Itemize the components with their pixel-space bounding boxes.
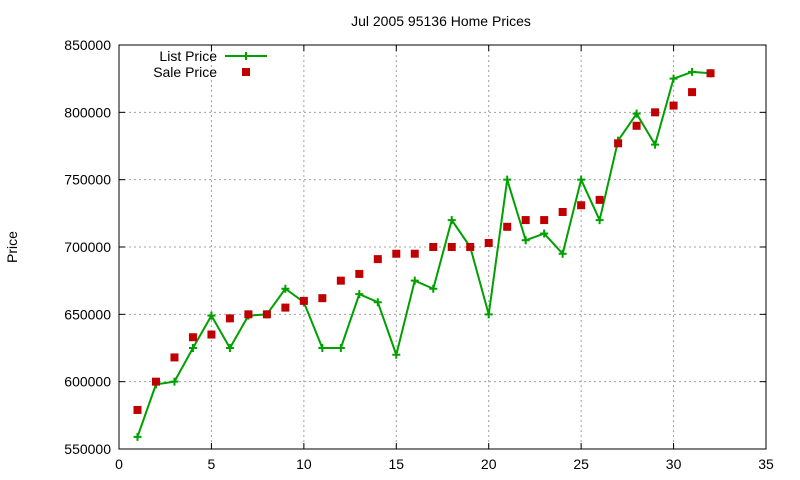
sale-price-point — [170, 353, 179, 362]
sale-price-point — [151, 377, 160, 386]
sale-price-point — [669, 101, 678, 110]
y-tick-label: 850000 — [64, 37, 111, 53]
sale-price-point — [503, 222, 512, 231]
list-price-line — [136, 70, 711, 438]
chart-title: Jul 2005 95136 Home Prices — [351, 13, 531, 29]
list-price-point — [355, 290, 364, 299]
y-tick-label: 600000 — [64, 374, 111, 390]
list-price-point — [447, 216, 456, 225]
sale-price-point — [244, 310, 253, 319]
list-price-point — [207, 311, 216, 320]
sale-price-point — [484, 238, 493, 247]
list-price-point — [410, 276, 419, 285]
sale-price-point — [133, 405, 142, 414]
list-price-point — [595, 216, 604, 225]
list-price-point — [503, 175, 512, 184]
legend-marker — [242, 52, 250, 60]
list-price-point — [632, 109, 641, 118]
sale-price-point — [318, 294, 327, 303]
x-tick-label: 5 — [208, 456, 216, 472]
sale-price-point — [706, 69, 715, 78]
sale-price-point — [614, 139, 623, 148]
list-price-point — [225, 344, 234, 352]
x-tick-label: 35 — [758, 456, 774, 472]
sale-price-point — [447, 243, 456, 251]
x-tick-label: 0 — [115, 456, 123, 472]
sale-price-point — [281, 303, 290, 312]
y-tick-label: 800000 — [64, 104, 111, 120]
sale-price-point — [392, 249, 401, 258]
sale-price-point — [410, 249, 419, 258]
series-1 — [133, 69, 715, 414]
sale-price-point — [355, 269, 364, 278]
sale-price-point — [651, 108, 660, 117]
sale-price-point — [373, 255, 382, 264]
list-price-point — [281, 284, 290, 293]
y-tick-label: 650000 — [64, 306, 111, 322]
y-tick-label: 550000 — [64, 441, 111, 457]
series-layer — [133, 67, 715, 441]
x-tick-label: 15 — [388, 456, 404, 472]
list-price-point — [540, 229, 549, 238]
list-price-point — [318, 344, 327, 352]
list-price-point — [392, 350, 401, 359]
sale-price-point — [262, 310, 271, 319]
sale-price-point — [299, 296, 308, 305]
sale-price-point — [188, 333, 197, 342]
list-price-point — [336, 344, 345, 352]
sale-price-point — [595, 195, 604, 204]
list-price-point — [577, 175, 586, 184]
sale-price-point — [225, 314, 234, 323]
sale-price-point — [632, 121, 641, 130]
grid — [119, 45, 766, 449]
x-tick-label: 30 — [666, 456, 682, 472]
sale-price-point — [540, 216, 549, 225]
sale-price-point — [558, 207, 567, 216]
y-axis-label: Price — [4, 231, 20, 263]
list-price-point — [133, 432, 142, 441]
plot-frame — [118, 44, 767, 450]
sale-price-point — [466, 243, 475, 251]
y-tick-label: 700000 — [64, 239, 111, 255]
list-price-point — [558, 249, 567, 258]
list-price-point — [688, 67, 697, 76]
x-tick-label: 10 — [296, 456, 312, 472]
list-price-point — [669, 74, 678, 83]
ticks: 0 5 10 15 20 25 30 35 550000 600000 650000 700000 75… — [64, 37, 774, 472]
list-price-point — [429, 284, 438, 293]
list-price-point — [170, 377, 179, 386]
list-price-point — [521, 236, 530, 245]
x-tick-label: 25 — [573, 456, 589, 472]
series-0 — [133, 67, 715, 441]
sale-price-point — [688, 88, 697, 97]
list-price-point — [651, 140, 660, 149]
y-tick-label: 750000 — [64, 172, 111, 188]
sale-price-point — [577, 201, 586, 210]
list-price-point — [188, 344, 197, 352]
list-price-point — [373, 298, 382, 307]
sale-price-point — [429, 243, 438, 251]
sale-price-point — [336, 276, 345, 285]
legend-marker — [242, 68, 250, 76]
legend-label: List Price — [159, 48, 217, 64]
legend-label: Sale Price — [153, 64, 217, 80]
sale-price-point — [207, 330, 216, 339]
sale-price-point — [521, 216, 530, 225]
list-price-point — [484, 310, 493, 319]
x-tick-label: 20 — [481, 456, 497, 472]
